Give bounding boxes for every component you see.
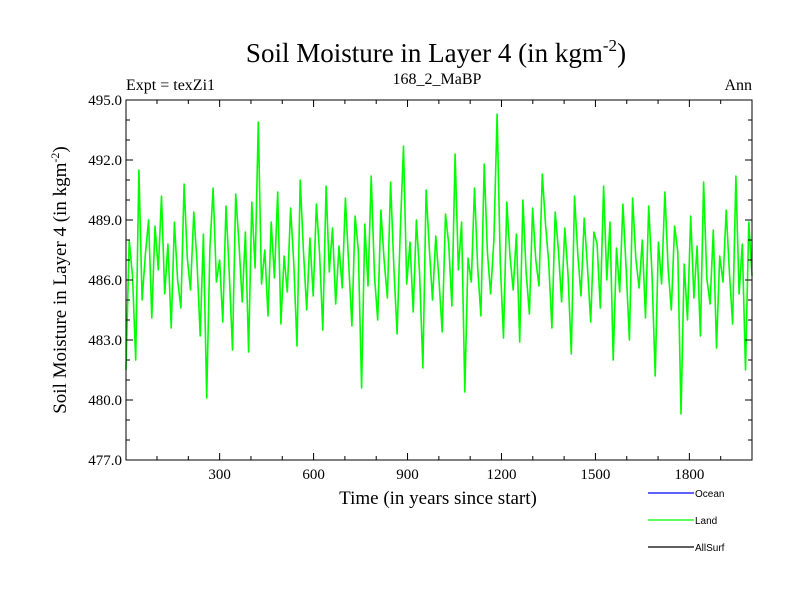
y-tick-label: 495.0 <box>88 93 122 109</box>
y-axis-label-close: ) <box>50 146 71 152</box>
y-axis-label-main: Soil Moisture in Layer 4 (in kgm <box>50 162 71 413</box>
y-tick-label: 477.0 <box>88 453 122 469</box>
y-axis-label: Soil Moisture in Layer 4 (in kgm-2) <box>48 146 71 414</box>
x-tick-label: 1500 <box>580 467 610 483</box>
y-tick-label: 489.0 <box>88 213 122 229</box>
subtitle-center: 168_2_MaBP <box>393 71 482 88</box>
y-axis-ticks: 477.0 480.0 483.0 486.0 489.0 492.0 495.0 <box>88 93 752 469</box>
x-tick-label: 600 <box>302 467 325 483</box>
chart-title-close: ) <box>617 38 626 68</box>
subtitle-left: Expt = texZi1 <box>126 77 215 94</box>
subtitle-right: Ann <box>724 77 752 94</box>
x-axis-ticks: 300 600 900 1200 1500 1800 <box>156 100 722 483</box>
series-layer <box>125 113 753 415</box>
x-axis-label: Time (in years since start) <box>339 488 537 509</box>
x-tick-label: 1800 <box>674 467 704 483</box>
legend-label-land: Land <box>695 516 717 527</box>
x-tick-label: 900 <box>396 467 419 483</box>
chart-title: Soil Moisture in Layer 4 (in kgm-2) <box>246 36 626 68</box>
x-tick-label: 1200 <box>486 467 516 483</box>
legend-label-ocean: Ocean <box>695 489 724 500</box>
x-tick-label: 300 <box>208 467 231 483</box>
y-axis-label-superscript: -2 <box>48 153 62 163</box>
chart-title-main: Soil Moisture in Layer 4 (in kgm <box>246 38 603 68</box>
y-tick-label: 483.0 <box>88 333 122 349</box>
y-tick-label: 492.0 <box>88 153 122 169</box>
legend: Ocean Land AllSurf <box>648 489 725 554</box>
chart-title-superscript: -2 <box>603 36 617 55</box>
legend-label-allsurf: AllSurf <box>695 543 725 554</box>
series-line-land <box>125 113 753 415</box>
y-tick-label: 486.0 <box>88 273 122 289</box>
y-tick-label: 480.0 <box>88 393 122 409</box>
